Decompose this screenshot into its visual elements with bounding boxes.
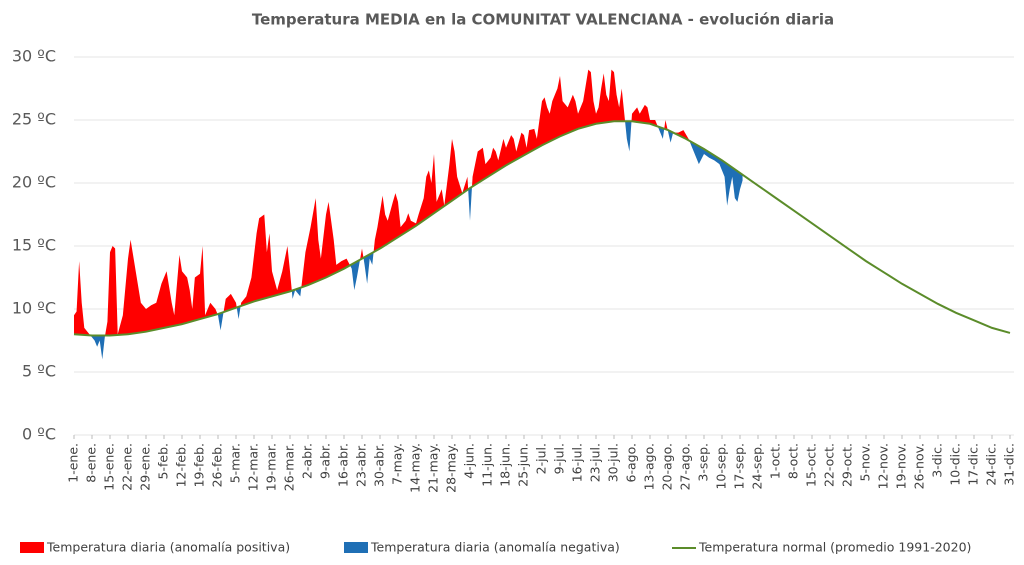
x-tick-label: 29-ene. [138, 443, 153, 491]
y-tick-label: 15 ºC [12, 236, 56, 255]
x-tick-label: 27-ago. [678, 443, 693, 490]
x-tick-label: 21-may. [426, 443, 441, 493]
normal-line [73, 120, 1011, 337]
y-tick-label: 30 ºC [12, 47, 56, 66]
x-tick-label: 12-mar. [246, 443, 261, 491]
x-tick-label: 30-abr. [372, 443, 387, 487]
x-tick-label: 17-dic. [966, 443, 981, 486]
x-tick-label: 12-nov. [876, 443, 891, 489]
x-tick-label: 17-sep. [732, 443, 747, 490]
x-tick-label: 24-sep. [750, 443, 765, 490]
x-tick-label: 23-jul. [588, 443, 603, 482]
x-tick-label: 15-oct. [804, 443, 819, 487]
x-tick-label: 8-oct. [786, 443, 801, 479]
x-tick-label: 22-ene. [120, 443, 135, 491]
x-tick-label: 31-dic. [1002, 443, 1017, 486]
x-tick-label: 12-feb. [174, 443, 189, 487]
x-tick-label: 9-jul. [552, 443, 567, 474]
x-tick-label: 5-nov. [858, 443, 873, 481]
x-tick-label: 18-jun. [498, 443, 513, 487]
x-tick-label: 30-jul. [606, 443, 621, 482]
legend-swatch [20, 542, 44, 553]
x-tick-label: 19-feb. [192, 443, 207, 487]
x-tick-label: 19-nov. [894, 443, 909, 489]
chart-title: Temperatura MEDIA en la COMUNITAT VALENC… [252, 11, 834, 29]
x-tick-label: 10-sep. [714, 443, 729, 490]
x-tick-label: 28-may. [444, 443, 459, 493]
x-tick-label: 24-dic. [984, 443, 999, 486]
x-tick-label: 7-may. [390, 443, 405, 485]
legend-label: Temperatura diaria (anomalía negativa) [370, 540, 620, 555]
x-tick-label: 3-sep. [696, 443, 711, 482]
legend-label: Temperatura diaria (anomalía positiva) [46, 540, 290, 555]
x-tick-label: 23-abr. [354, 443, 369, 487]
x-tick-label: 26-feb. [210, 443, 225, 487]
x-tick-label: 19-mar. [264, 443, 279, 491]
x-tick-label: 5-feb. [156, 443, 171, 479]
x-tick-label: 1-ene. [66, 443, 81, 483]
y-tick-label: 10 ºC [12, 299, 56, 318]
x-tick-label: 20-ago. [660, 443, 675, 490]
x-tick-label: 2-jul. [534, 443, 549, 474]
x-tick-label: 15-ene. [102, 443, 117, 491]
x-tick-label: 11-jun. [480, 443, 495, 487]
x-tick-label: 8-ene. [84, 443, 99, 483]
x-tick-label: 22-oct. [822, 443, 837, 487]
x-tick-label: 9-abr. [318, 443, 333, 479]
legend-label: Temperatura normal (promedio 1991-2020) [698, 540, 971, 555]
anomaly-positive-area [74, 69, 743, 336]
x-tick-label: 6-ago. [624, 443, 639, 482]
x-tick-label: 16-abr. [336, 443, 351, 487]
x-tick-label: 16-jul. [570, 443, 585, 482]
x-tick-label: 5-mar. [228, 443, 243, 483]
x-tick-label: 26-nov. [912, 443, 927, 489]
x-tick-label: 2-abr. [300, 443, 315, 479]
y-tick-label: 25 ºC [12, 110, 56, 129]
x-tick-label: 4-jun. [462, 443, 477, 479]
y-tick-label: 0 ºC [22, 425, 56, 444]
x-tick-label: 29-oct. [840, 443, 855, 487]
x-tick-label: 14-may. [408, 443, 423, 493]
x-tick-label: 10-dic. [948, 443, 963, 486]
x-tick-label: 26-mar. [282, 443, 297, 491]
y-tick-label: 5 ºC [22, 362, 56, 381]
legend-swatch [344, 542, 368, 553]
x-tick-label: 13-ago. [642, 443, 657, 490]
y-tick-label: 20 ºC [12, 173, 56, 192]
x-tick-label: 3-dic. [930, 443, 945, 478]
x-tick-label: 25-jun. [516, 443, 531, 487]
x-tick-label: 1-oct. [768, 443, 783, 479]
